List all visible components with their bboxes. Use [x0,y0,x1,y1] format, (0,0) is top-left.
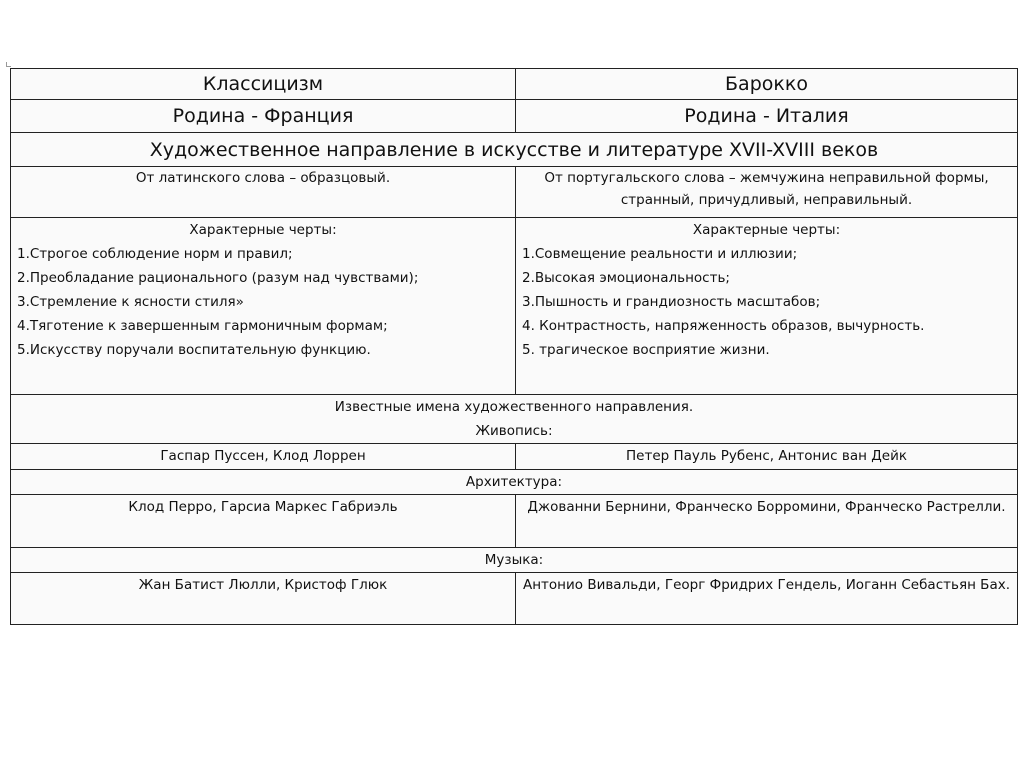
architecture-baroque: Джованни Бернини, Франческо Борромини, Ф… [515,494,1018,548]
painting-row: Гаспар Пуссен, Клод Лоррен Петер Пауль Р… [10,443,1018,470]
architecture-label: Архитектура: [10,469,1018,495]
feature-item: 5.Искусству поручали воспитательную функ… [17,342,371,358]
features-row: Характерные черты: 1.Строгое соблюдение … [10,217,1018,395]
etymology-row: От латинского слова – образцовый. От пор… [10,166,1018,218]
music-row: Жан Батист Люлли, Кристоф Глюк Антонио В… [10,572,1018,625]
feature-item: 1.Строгое соблюдение норм и правил; [17,246,293,262]
header-classicism: Классицизм [10,68,516,100]
painting-classicism: Гаспар Пуссен, Клод Лоррен [10,443,516,470]
header-baroque: Барокко [515,68,1018,100]
definition-cell: Художественное направление в искусстве и… [10,132,1018,167]
header-row: Классицизм Барокко [10,68,1018,100]
feature-item: 5. трагическое восприятие жизни. [522,342,770,358]
feature-item: 2.Преобладание рационального (разум над … [17,270,419,286]
painting-label: Живопись: [475,423,553,439]
architecture-label-row: Архитектура: [10,469,1018,495]
painting-baroque: Петер Пауль Рубенс, Антонис ван Дейк [515,443,1018,470]
features-classicism: Характерные черты: 1.Строгое соблюдение … [10,217,516,395]
definition-row: Художественное направление в искусстве и… [10,132,1018,167]
names-row: Известные имена художественного направле… [10,394,1018,444]
names-cell: Известные имена художественного направле… [10,394,1018,444]
etymology-baroque: От португальского слова – жемчужина непр… [515,166,1018,218]
music-baroque: Антонио Вивальди, Георг Фридрих Гендель,… [515,572,1018,625]
homeland-baroque: Родина - Италия [515,99,1018,133]
table-corner-marker [6,62,11,67]
famous-names-heading: Известные имена художественного направле… [334,399,694,415]
homeland-classicism: Родина - Франция [10,99,516,133]
feature-item: 1.Совмещение реальности и иллюзии; [522,246,798,262]
features-baroque: Характерные черты: 1.Совмещение реальнос… [515,217,1018,395]
architecture-row: Клод Перро, Гарсиа Маркес Габриэль Джова… [10,494,1018,548]
feature-item: 4.Тяготение к завершенным гармоничным фо… [17,318,388,334]
feature-item: 3.Пышность и грандиозность масштабов; [522,294,821,310]
feature-item: 3.Стремление к ясности стиля» [17,294,244,310]
etymology-classicism: От латинского слова – образцовый. [10,166,516,218]
feature-item: 4. Контрастность, напряженность образов,… [522,318,925,334]
architecture-classicism: Клод Перро, Гарсиа Маркес Габриэль [10,494,516,548]
feature-item: 2.Высокая эмоциональность; [522,270,730,286]
homeland-row: Родина - Франция Родина - Италия [10,99,1018,133]
features-title: Характерные черты: [189,222,337,238]
music-label: Музыка: [10,547,1018,573]
music-classicism: Жан Батист Люлли, Кристоф Глюк [10,572,516,625]
comparison-table: Классицизм Барокко Родина - Франция Роди… [10,68,1018,625]
features-title: Характерные черты: [692,222,841,238]
music-label-row: Музыка: [10,547,1018,573]
